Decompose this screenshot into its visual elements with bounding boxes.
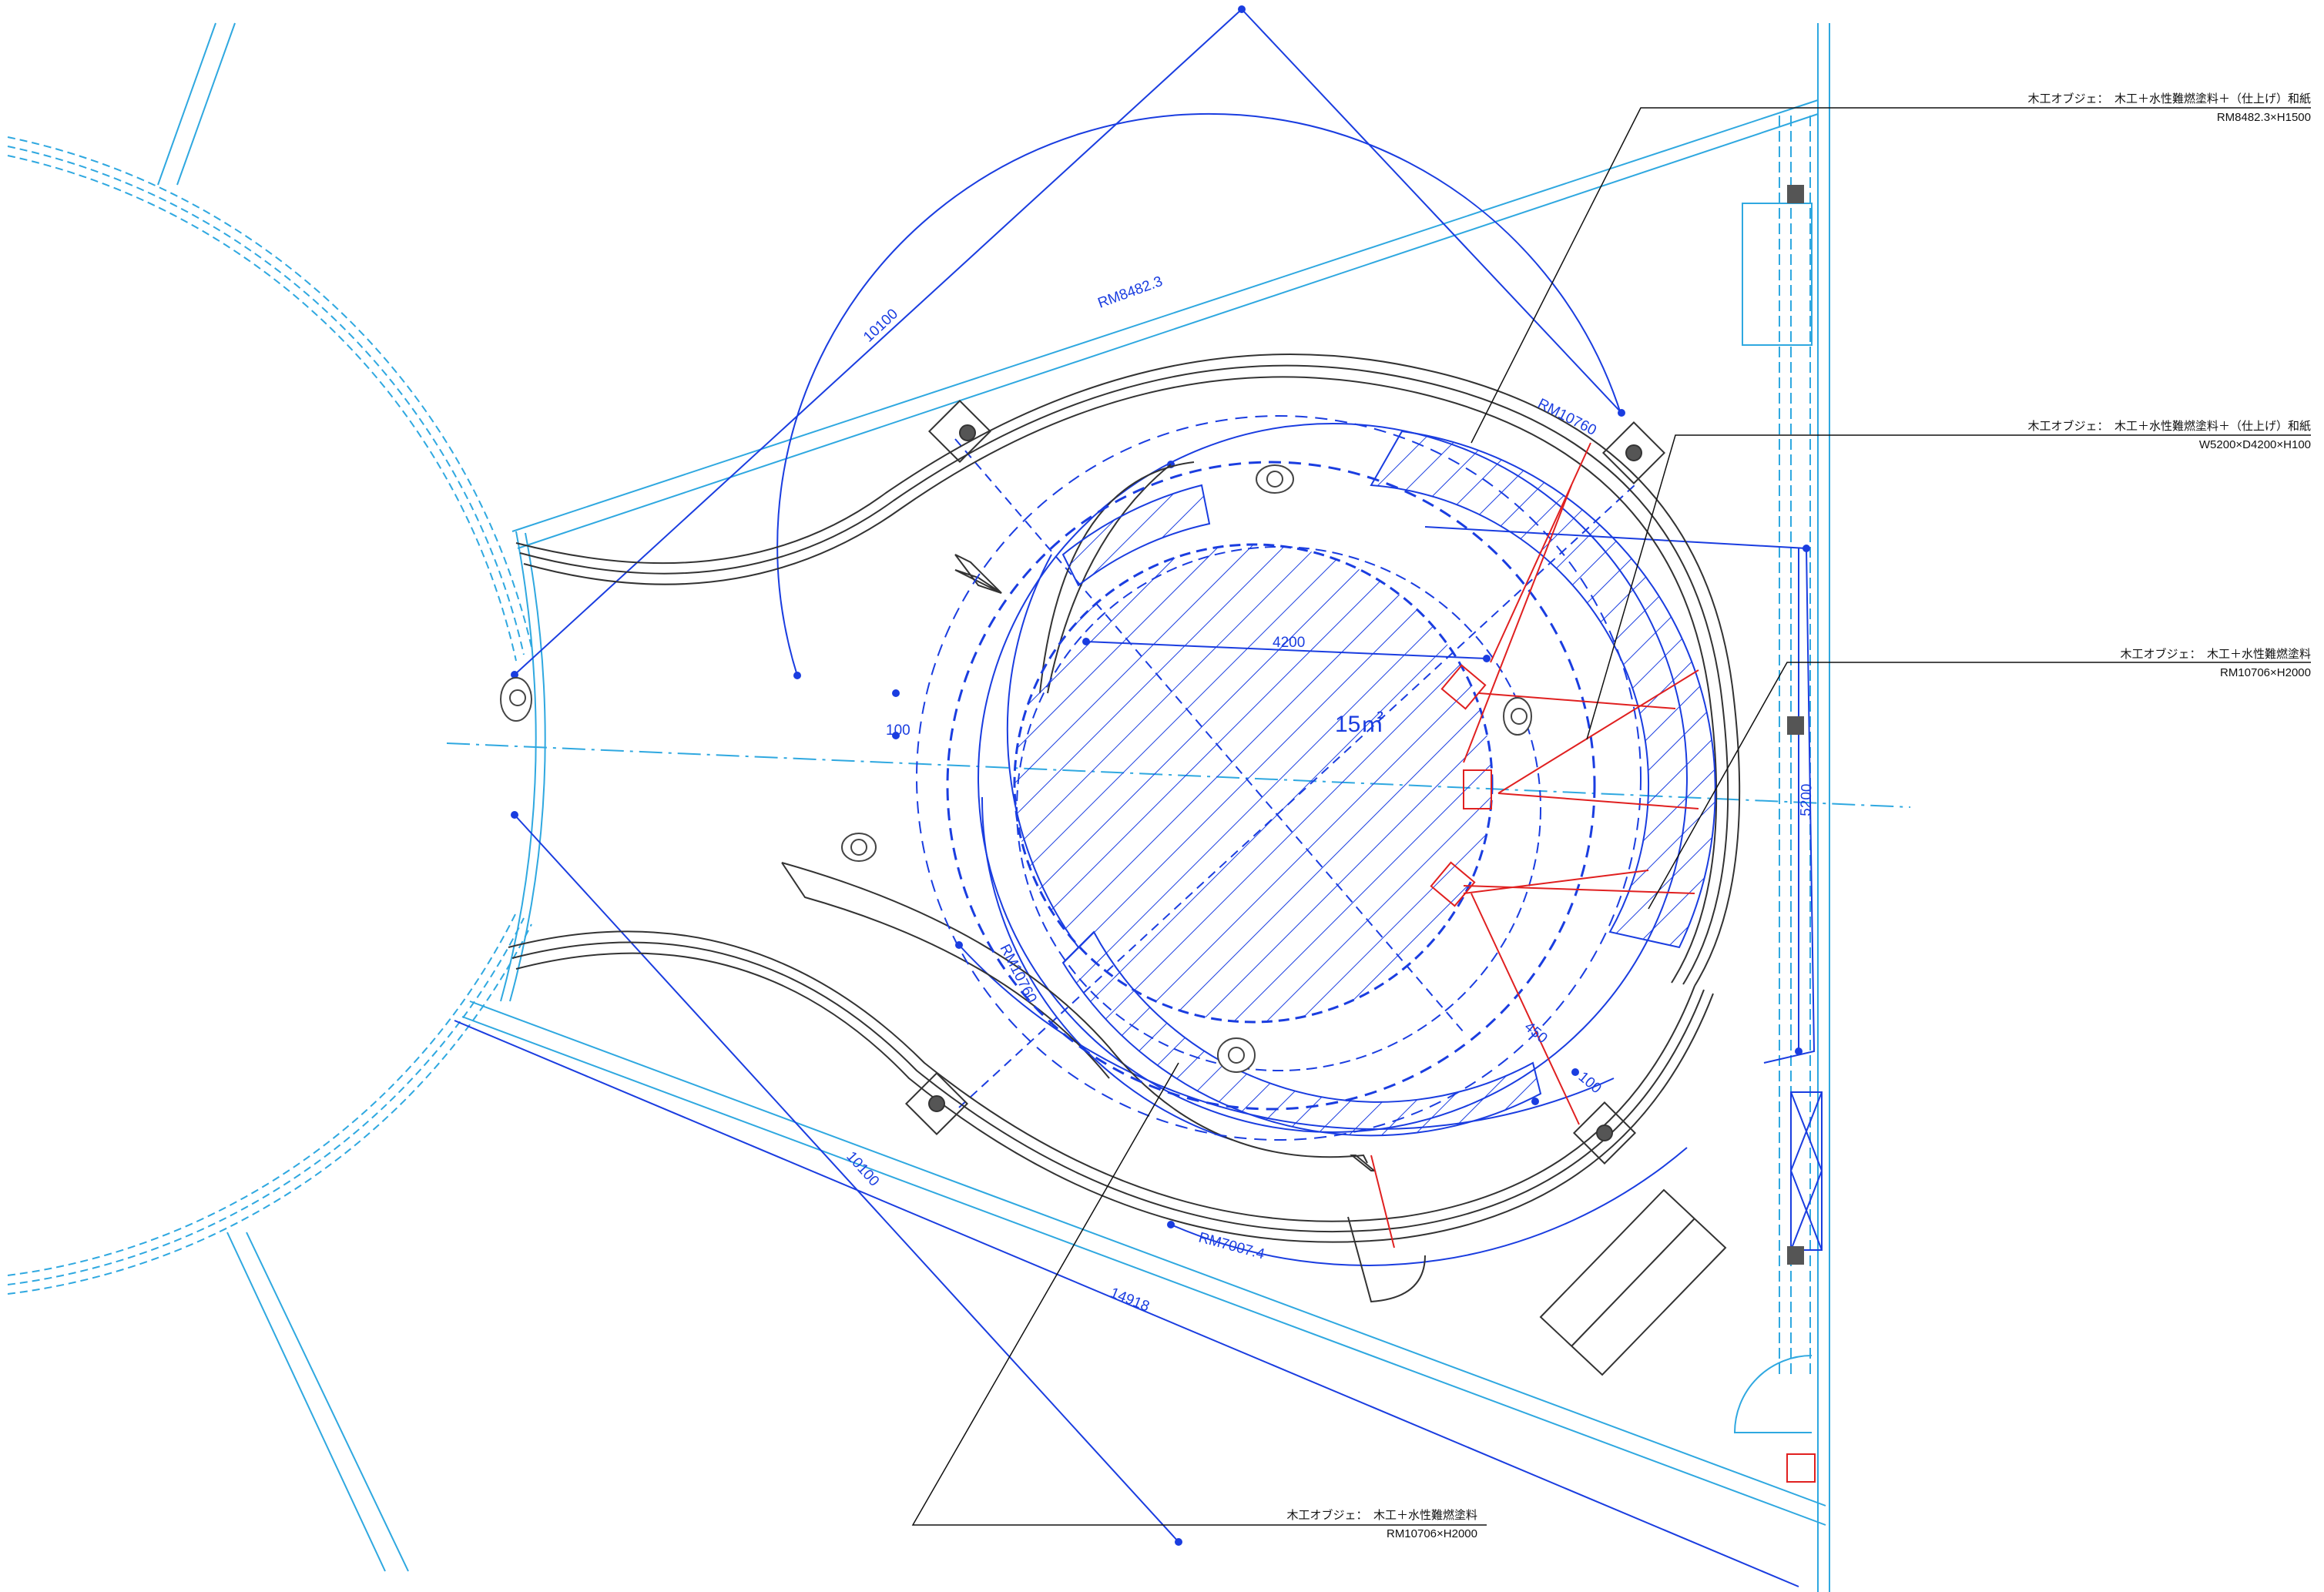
- dim-left-arc-bottom: RM10760: [997, 942, 1040, 1006]
- hatched-bands: [1061, 430, 1716, 1137]
- annotation-2-title: 木工オブジェ： 木工＋水性難燃塗料＋（仕上げ）和紙: [2027, 419, 2311, 433]
- right-wall-posts: [1787, 185, 1804, 1265]
- column-icon: [927, 399, 992, 464]
- dimension-lines: [454, 8, 1816, 1587]
- leader-lines: [911, 107, 2311, 1526]
- person-icon: [841, 833, 877, 862]
- column-icon: [904, 1071, 969, 1136]
- column-icon: [1601, 421, 1666, 485]
- right-furniture: [1539, 1091, 1823, 1376]
- sightlines: [1370, 442, 1816, 1483]
- person-icon: [1256, 464, 1294, 494]
- person-icon: [1503, 697, 1532, 736]
- annotation-4-spec: RM10706×H2000: [1387, 1527, 1477, 1540]
- area-label: 15㎡: [1335, 712, 1383, 737]
- person-icon: [1217, 1037, 1256, 1073]
- dim-small-offset-left: 100: [886, 722, 910, 739]
- column-icon: [1572, 1101, 1637, 1165]
- dim-right-depth: 5200: [1798, 783, 1815, 816]
- dim-bottom-length: 14918: [1108, 1285, 1152, 1315]
- annotation-3-spec: RM10706×H2000: [2220, 666, 2311, 679]
- dim-bottom-arc: RM7007.4: [1197, 1230, 1267, 1263]
- annotation-1-title: 木工オブジェ： 木工＋水性難燃塗料＋（仕上げ）和紙: [2027, 92, 2311, 106]
- annotation-1-spec: RM8482.3×H1500: [2217, 111, 2311, 124]
- annotation-2-spec: W5200×D4200×H100: [2199, 438, 2311, 451]
- wooden-object-outer-ring: [508, 354, 1741, 1243]
- person-icon: [500, 677, 532, 722]
- dim-stage-width: 4200: [1273, 635, 1305, 651]
- dim-right-arc-top: RM10760: [1535, 396, 1599, 439]
- dim-bottom-left-length: 10100: [843, 1148, 882, 1189]
- site-boundary: [7, 22, 1830, 1592]
- door-swing-icon: [1733, 1355, 1813, 1433]
- annotation-4-title: 木工オブジェ： 木工＋水性難燃塗料: [1286, 1508, 1477, 1522]
- annotation-3-title: 木工オブジェ： 木工＋水性難燃塗料: [2120, 647, 2311, 661]
- dim-top-arc: RM8482.3: [1096, 273, 1165, 312]
